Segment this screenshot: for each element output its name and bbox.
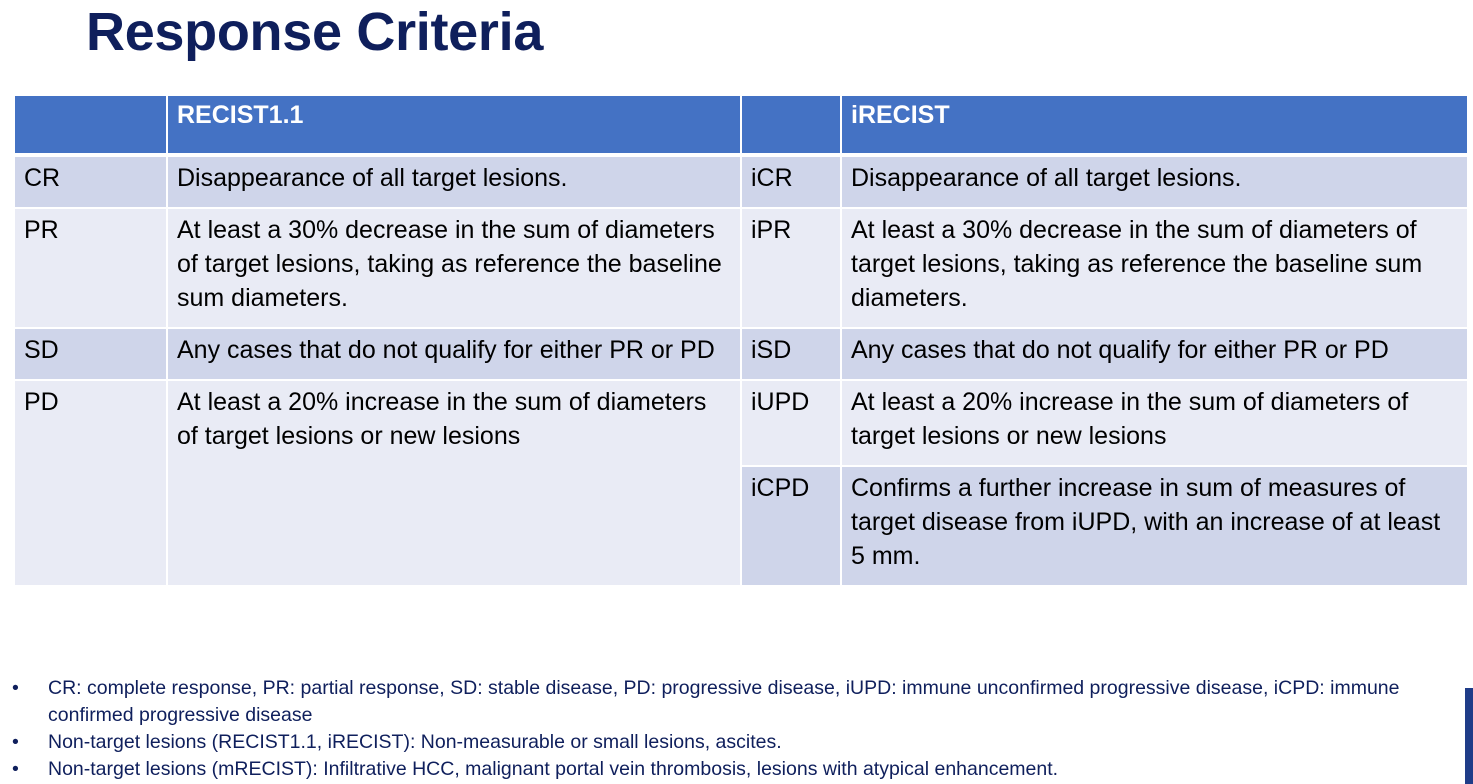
irecist-desc-cell: Confirms a further increase in sum of me… (841, 466, 1467, 587)
recist-desc-cell: Disappearance of all target lesions. (167, 155, 742, 209)
footnote-text: Non-target lesions (mRECIST): Infiltrati… (48, 758, 1059, 780)
recist-abbr-cell: PR (15, 208, 168, 329)
footnotes-list: • CR: complete response, PR: partial res… (0, 675, 1473, 783)
irecist-desc-cell: At least a 30% decrease in the sum of di… (841, 208, 1467, 329)
recist-desc-cell: Any cases that do not qualify for either… (167, 328, 742, 381)
logo-icon (1465, 688, 1473, 784)
response-criteria-table: RECIST1.1 iRECIST CR Disappearance of al… (15, 96, 1467, 587)
footnote-text: CR: complete response, PR: partial respo… (48, 677, 1400, 726)
footnote-item: • Non-target lesions (mRECIST): Infiltra… (0, 756, 1473, 783)
recist-desc-cell: At least a 20% increase in the sum of di… (167, 380, 742, 587)
footnote-item: • Non-target lesions (RECIST1.1, iRECIST… (0, 729, 1473, 756)
bullet-icon: • (12, 731, 19, 753)
irecist-desc-cell: Any cases that do not qualify for either… (841, 328, 1467, 381)
bullet-icon: • (12, 758, 19, 780)
table-row: PD At least a 20% increase in the sum of… (15, 380, 1467, 587)
table-row: CR Disappearance of all target lesions. … (15, 155, 1467, 209)
irecist-desc-cell: Disappearance of all target lesions. (841, 155, 1467, 209)
bullet-icon: • (12, 677, 19, 699)
header-irecist: iRECIST (841, 96, 1467, 157)
header-recist-abbr-cell (15, 96, 168, 157)
irecist-abbr-cell: iCPD (741, 466, 842, 587)
footnote-item: • CR: complete response, PR: partial res… (0, 675, 1473, 729)
irecist-abbr-cell: iCR (741, 155, 842, 209)
recist-abbr-cell: SD (15, 328, 168, 381)
table-row: PR At least a 30% decrease in the sum of… (15, 208, 1467, 329)
irecist-abbr-cell: iPR (741, 208, 842, 329)
recist-abbr-cell: PD (15, 380, 168, 587)
recist-abbr-cell: CR (15, 155, 168, 209)
table-row: iCPD Confirms a further increase in sum … (15, 466, 1467, 587)
irecist-abbr-cell: iSD (741, 328, 842, 381)
table-header-row: RECIST1.1 iRECIST (15, 96, 1467, 157)
table-row: SD Any cases that do not qualify for eit… (15, 328, 1467, 381)
header-recist: RECIST1.1 (167, 96, 742, 157)
footnote-text: Non-target lesions (RECIST1.1, iRECIST):… (48, 731, 782, 753)
header-irecist-abbr-cell (741, 96, 842, 157)
recist-desc-cell: At least a 30% decrease in the sum of di… (167, 208, 742, 329)
irecist-desc-cell: At least a 20% increase in the sum of di… (841, 380, 1467, 467)
irecist-abbr-cell: iUPD (741, 380, 842, 467)
slide-title: Response Criteria (86, 2, 544, 62)
